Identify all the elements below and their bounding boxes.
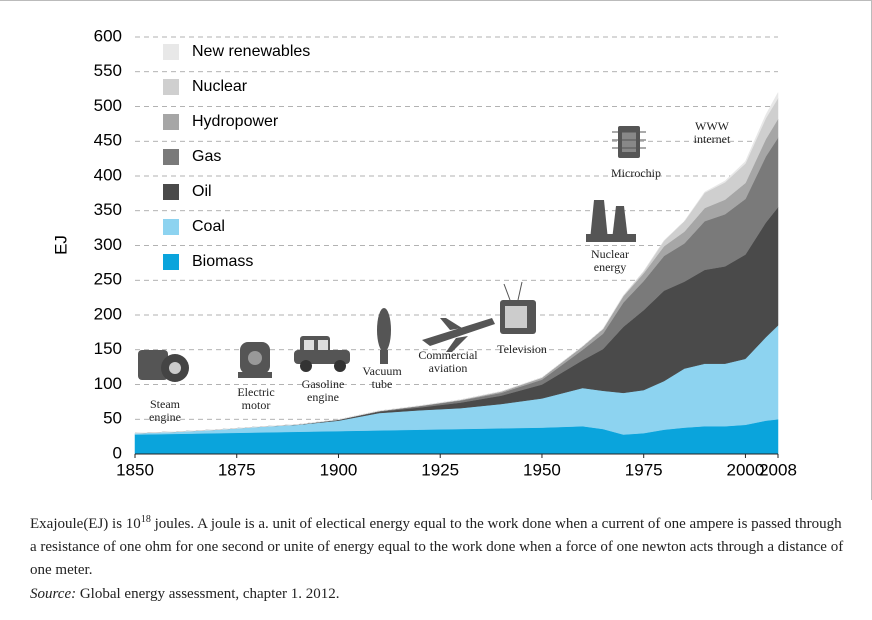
legend-label: New renewables [192,43,310,60]
y-tick-label: 100 [94,374,122,393]
annotation: engine [307,390,339,404]
annotation: energy [594,260,626,274]
y-tick-label: 50 [103,409,122,428]
source-label: Source: [30,586,77,602]
y-tick-label: 400 [94,165,122,184]
annotation: engine [149,410,181,424]
y-tick-label: 0 [113,443,122,462]
annotation: WWW [695,119,730,133]
legend-label: Hydropower [192,113,279,130]
caption-superscript: 18 [140,514,151,525]
area [134,92,779,434]
legend-swatch [163,44,179,60]
y-tick-label: 200 [94,304,122,323]
y-tick-label: 500 [94,96,122,115]
annotation: Steam [150,397,181,411]
steam-engine-icon [138,350,189,382]
electric-motor-icon [238,342,272,378]
legend-swatch [163,254,179,270]
caption: Exajoule(EJ) is 1018 joules. A joule is … [30,508,850,582]
annotation: Vacuum [362,364,402,378]
y-tick-label: 600 [94,26,122,45]
annotation: Electric [237,385,274,399]
y-tick-label: 450 [94,131,122,150]
source: Source: Global energy assessment, chapte… [30,586,340,603]
television-icon [500,281,536,334]
legend-label: Biomass [192,253,253,270]
legend-label: Oil [192,183,212,200]
annotation: Microchip [611,166,661,180]
legend-swatch [163,149,179,165]
y-tick-label: 300 [94,235,122,254]
legend-swatch [163,114,179,130]
annotation: Commercial [418,348,478,362]
x-tick-label: 1900 [320,460,358,479]
annotation: tube [372,377,393,391]
x-tick-label: 1850 [116,460,154,479]
x-tick-label: 2000 [727,460,765,479]
legend-label: Nuclear [192,78,248,95]
annotation: internet [694,132,731,146]
caption-text: joules. A joule is a. unit of electical … [30,516,844,578]
legend-swatch [163,79,179,95]
x-tick-label: 1925 [421,460,459,479]
x-tick-label: 1875 [218,460,256,479]
microchip-icon [612,126,646,158]
annotation: Nuclear [591,247,629,261]
source-text: Global energy assessment, chapter 1. 201… [76,586,340,602]
legend-label: Coal [192,218,225,235]
legend-label: Gas [192,148,221,165]
legend-swatch [163,219,179,235]
icons [138,126,646,382]
y-tick-label: 550 [94,61,122,80]
x-tick-label: 1975 [625,460,663,479]
y-tick-label: 250 [94,270,122,289]
vacuum-tube-icon [377,308,391,364]
plane-icon [422,318,495,352]
y-axis-label: EJ [51,235,70,255]
nuclear-icon [586,200,636,242]
annotation: Gasoline [302,377,345,391]
annotation: Television [497,342,547,356]
y-tick-label: 150 [94,339,122,358]
x-tick-label: 2008 [759,460,797,479]
annotation: motor [242,398,271,412]
car-icon [294,336,350,372]
annotation: aviation [429,361,468,375]
caption-text: Exajoule(EJ) is 10 [30,516,141,532]
x-tick-label: 1950 [523,460,561,479]
legend-swatch [163,184,179,200]
chart: EJ 0 50 100 150 200 250 300 350 400 450 500 550 600 1… [0,0,872,500]
y-tick-label: 350 [94,200,122,219]
